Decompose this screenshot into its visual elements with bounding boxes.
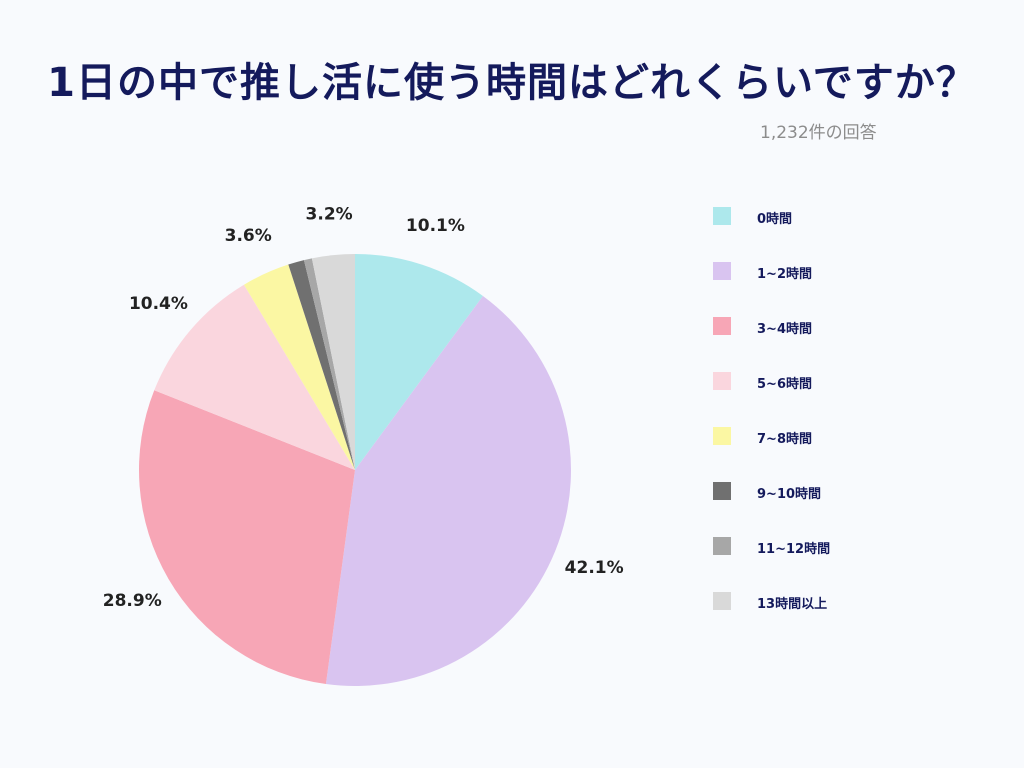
slice-label-2: 42.1% xyxy=(565,558,624,578)
legend-swatch xyxy=(713,592,731,610)
slice-4 xyxy=(154,284,355,470)
slice-label-3: 28.9% xyxy=(103,591,162,611)
legend-label: 9~10時間 xyxy=(757,487,822,502)
legend-swatch xyxy=(713,262,731,280)
legend-label: 11~12時間 xyxy=(757,542,831,557)
legend-label: 5~6時間 xyxy=(757,377,812,392)
legend-swatch xyxy=(713,372,731,390)
chart-title: 1日の中で推し活に使う時間はどれくらいですか？ xyxy=(47,60,977,106)
legend-swatch xyxy=(713,207,731,225)
legend-label: 3~4時間 xyxy=(757,322,812,337)
slice-1 xyxy=(355,254,483,470)
slice-7 xyxy=(303,258,355,470)
legend-swatch xyxy=(713,537,731,555)
slice-3 xyxy=(139,390,355,685)
slice-6 xyxy=(288,260,355,470)
legend-swatch xyxy=(713,482,731,500)
legend-label: 0時間 xyxy=(757,212,793,227)
legend-label: 7~8時間 xyxy=(757,432,812,447)
legend-swatch xyxy=(713,427,731,445)
slice-8 xyxy=(311,254,355,470)
slice-label-8: 3.2% xyxy=(306,204,353,224)
slice-2 xyxy=(325,295,571,686)
slice-label-1: 10.1% xyxy=(406,216,465,236)
legend-label: 13時間以上 xyxy=(757,597,828,612)
slice-label-4: 10.4% xyxy=(129,294,188,314)
legend-label: 1~2時間 xyxy=(757,267,812,282)
response-count: 1,232件の回答 xyxy=(760,123,877,143)
slice-label-5: 3.6% xyxy=(225,226,272,246)
slice-5 xyxy=(243,264,355,470)
legend-swatch xyxy=(713,317,731,335)
